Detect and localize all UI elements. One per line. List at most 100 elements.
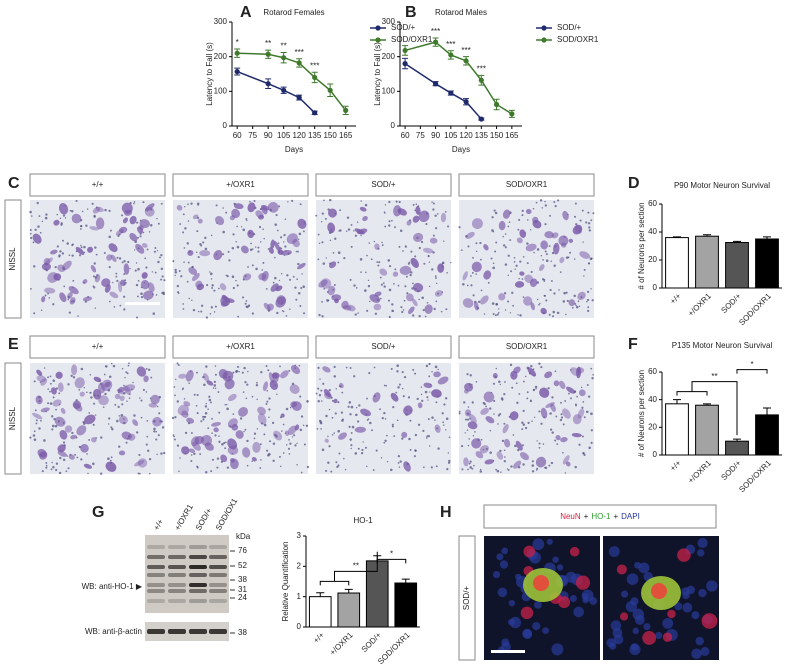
nucleus xyxy=(432,208,435,211)
nucleus xyxy=(507,469,510,471)
nucleus xyxy=(554,370,557,373)
nucleus xyxy=(524,426,528,430)
nucleus xyxy=(294,286,297,289)
nucleus xyxy=(155,294,158,296)
nucleus xyxy=(227,250,230,253)
nucleus xyxy=(121,403,124,406)
nucleus xyxy=(222,253,225,256)
nucleus xyxy=(318,242,321,245)
nucleus xyxy=(536,298,539,301)
nucleus xyxy=(317,258,320,261)
nucleus xyxy=(376,261,379,263)
nucleus xyxy=(55,462,59,465)
nucleus xyxy=(155,430,158,433)
nucleus xyxy=(348,401,352,404)
nucleus xyxy=(513,261,516,263)
neuron xyxy=(188,267,198,275)
nucleus xyxy=(322,382,325,385)
nucleus xyxy=(71,244,74,247)
nucleus xyxy=(414,255,417,258)
nucleus xyxy=(499,383,501,386)
nucleus xyxy=(316,428,319,430)
nucleus xyxy=(428,285,431,288)
nucleus xyxy=(47,402,50,405)
nucleus xyxy=(274,223,278,226)
nucleus xyxy=(569,251,572,254)
blot-band xyxy=(147,565,165,569)
nucleus xyxy=(318,313,321,317)
nucleus xyxy=(114,403,117,406)
nucleus xyxy=(153,427,156,431)
nucleus xyxy=(383,411,386,415)
neuron xyxy=(89,226,99,231)
nucleus xyxy=(272,442,276,446)
nucleus xyxy=(160,202,163,205)
nucleus xyxy=(123,421,126,425)
nucleus xyxy=(259,443,262,446)
nucleus xyxy=(443,424,445,426)
neuron xyxy=(275,285,283,292)
nucleus xyxy=(367,279,370,282)
neuron xyxy=(424,304,433,314)
nucleus xyxy=(71,254,74,257)
nucleus xyxy=(461,445,464,448)
nucleus xyxy=(531,420,533,422)
nucleus xyxy=(583,416,586,419)
nucleus xyxy=(196,230,199,233)
nucleus xyxy=(346,216,350,219)
nucleus xyxy=(249,248,253,252)
nucleus xyxy=(297,262,300,266)
error-bar xyxy=(316,592,325,597)
nucleus xyxy=(470,275,472,277)
nucleus xyxy=(252,248,254,250)
neuron xyxy=(379,268,388,276)
nucleus xyxy=(140,292,143,296)
nucleus xyxy=(287,447,291,450)
nucleus xyxy=(412,368,415,371)
neun-cell xyxy=(569,546,580,557)
nucleus xyxy=(104,208,107,212)
neuron xyxy=(247,229,255,239)
neun-cell xyxy=(575,575,591,590)
blot xyxy=(145,622,229,641)
nucleus xyxy=(123,308,126,311)
nucleus xyxy=(397,462,400,464)
nucleus xyxy=(470,284,473,287)
nucleus xyxy=(226,274,229,278)
nucleus xyxy=(545,253,548,256)
neuron xyxy=(290,364,301,375)
header-box xyxy=(172,173,309,197)
neuron xyxy=(270,239,275,249)
neuron xyxy=(462,271,468,281)
y-tick-label: 3 xyxy=(297,531,302,540)
nucleus xyxy=(154,247,157,249)
blot-band xyxy=(189,583,207,587)
nucleus xyxy=(521,421,524,425)
neuron xyxy=(54,416,66,427)
bar xyxy=(337,592,361,628)
nucleus xyxy=(200,310,203,313)
significance: ** xyxy=(711,372,717,381)
nucleus xyxy=(278,205,281,208)
neuron xyxy=(273,430,283,441)
neuron xyxy=(220,299,229,307)
nucleus xyxy=(383,285,386,288)
nucleus xyxy=(503,460,506,463)
nucleus xyxy=(213,384,217,387)
nucleus xyxy=(466,418,470,421)
nucleus xyxy=(283,233,286,237)
nucleus xyxy=(360,200,362,202)
nucleus xyxy=(590,367,593,370)
neuron xyxy=(572,224,583,235)
nucleus xyxy=(157,434,160,437)
neuron xyxy=(59,429,68,440)
nucleus xyxy=(588,446,591,450)
marker-label: 38 xyxy=(238,575,247,584)
bar xyxy=(665,237,689,289)
nucleus xyxy=(334,237,337,240)
dapi-nucleus xyxy=(573,606,584,618)
dapi-nucleus xyxy=(674,602,683,611)
marker-label: 76 xyxy=(238,546,247,555)
nucleus xyxy=(480,438,483,441)
neuron xyxy=(519,452,530,461)
